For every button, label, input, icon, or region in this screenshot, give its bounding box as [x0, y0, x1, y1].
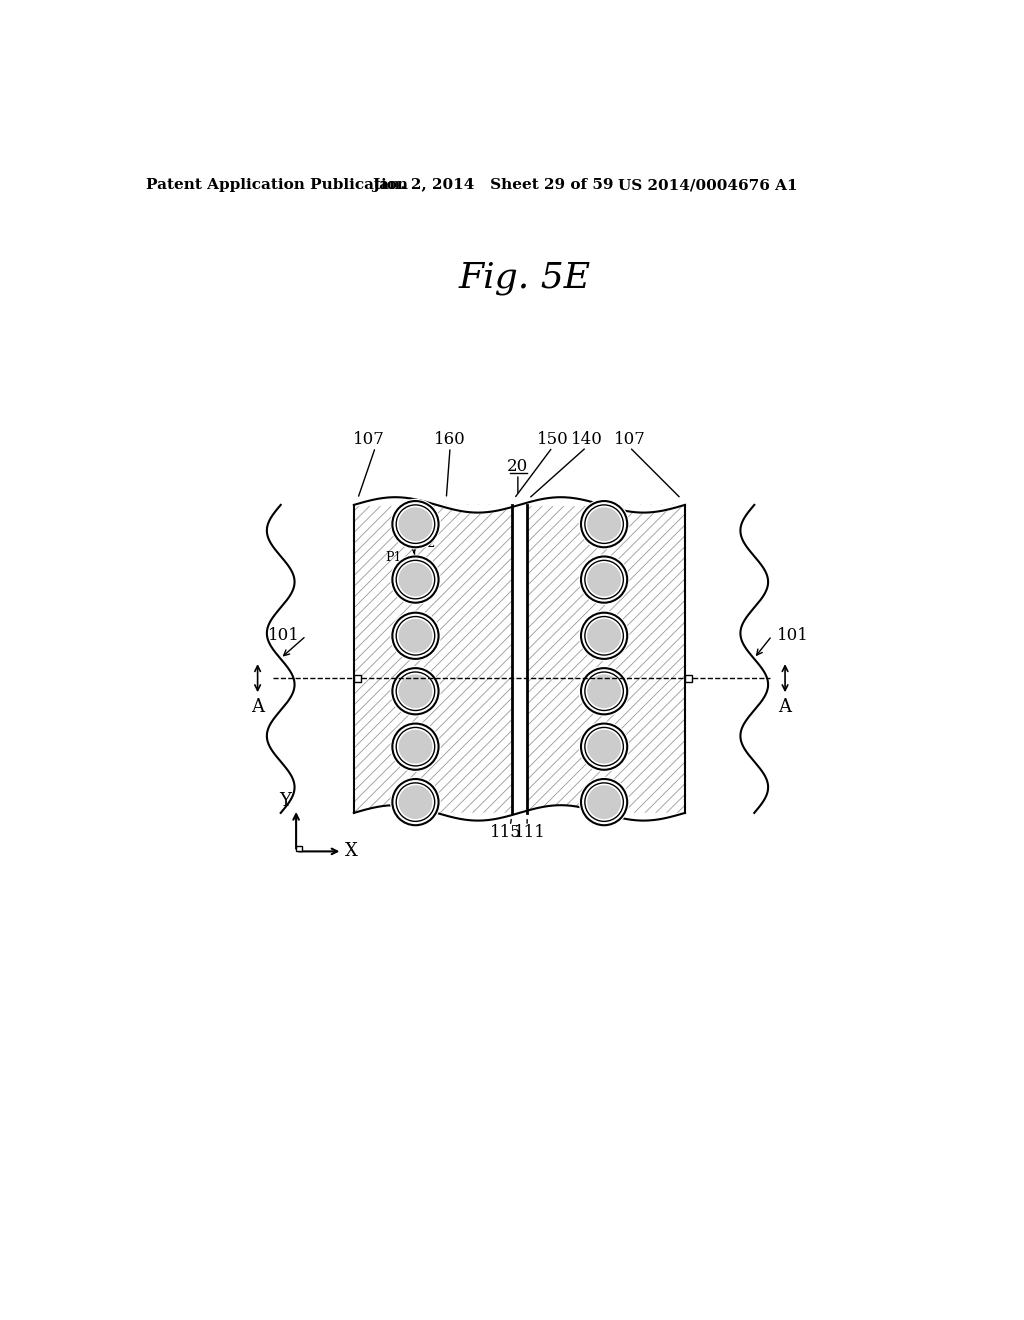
Text: 107: 107	[353, 430, 385, 447]
Circle shape	[391, 722, 440, 771]
Circle shape	[398, 619, 432, 653]
Bar	[296, 846, 301, 851]
Text: 160: 160	[434, 430, 466, 447]
Text: Fig. 5E: Fig. 5E	[459, 261, 591, 294]
Polygon shape	[685, 506, 768, 813]
Text: Jan. 2, 2014   Sheet 29 of 59: Jan. 2, 2014 Sheet 29 of 59	[372, 178, 613, 193]
Circle shape	[391, 777, 440, 826]
Text: A: A	[251, 698, 264, 717]
Circle shape	[398, 730, 432, 763]
Bar	[354, 675, 360, 681]
Circle shape	[391, 499, 440, 549]
Text: 115: 115	[489, 824, 521, 841]
Text: 111: 111	[513, 824, 546, 841]
Text: 101: 101	[268, 627, 300, 644]
Text: X: X	[345, 842, 358, 861]
Circle shape	[580, 777, 629, 826]
Circle shape	[580, 554, 629, 605]
Text: P2: P2	[419, 537, 435, 550]
Text: P1: P1	[385, 552, 401, 564]
Bar	[354, 506, 685, 813]
Circle shape	[587, 785, 621, 818]
Text: Y: Y	[280, 792, 291, 810]
Circle shape	[580, 499, 629, 549]
Circle shape	[398, 675, 432, 708]
Text: A: A	[778, 698, 792, 717]
Polygon shape	[267, 506, 354, 813]
Text: 150: 150	[537, 430, 568, 447]
Circle shape	[398, 785, 432, 818]
Text: 140: 140	[570, 430, 602, 447]
Circle shape	[587, 619, 621, 653]
Circle shape	[580, 667, 629, 715]
Circle shape	[587, 675, 621, 708]
Text: Patent Application Publication: Patent Application Publication	[145, 178, 408, 193]
Bar	[512, 506, 527, 813]
Text: US 2014/0004676 A1: US 2014/0004676 A1	[618, 178, 798, 193]
Circle shape	[587, 730, 621, 763]
Circle shape	[398, 562, 432, 597]
Circle shape	[398, 507, 432, 541]
Bar	[685, 675, 692, 681]
Circle shape	[391, 667, 440, 715]
Circle shape	[580, 611, 629, 660]
Circle shape	[580, 722, 629, 771]
Text: 20: 20	[507, 458, 528, 475]
Circle shape	[587, 562, 621, 597]
Circle shape	[391, 554, 440, 605]
Circle shape	[587, 507, 621, 541]
Text: 107: 107	[613, 430, 645, 447]
Text: 101: 101	[777, 627, 809, 644]
Circle shape	[391, 611, 440, 660]
